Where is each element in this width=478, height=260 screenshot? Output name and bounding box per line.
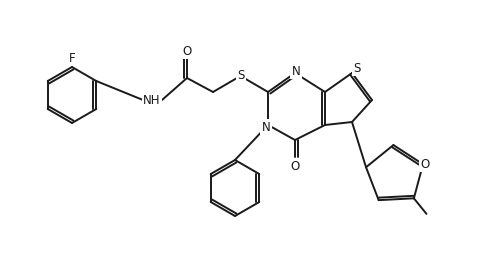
Text: O: O <box>183 44 192 57</box>
Text: N: N <box>292 64 300 77</box>
Text: NH: NH <box>143 94 161 107</box>
Text: F: F <box>69 51 76 64</box>
Text: O: O <box>290 159 300 172</box>
Text: S: S <box>237 68 245 81</box>
Text: O: O <box>420 158 430 171</box>
Text: S: S <box>353 62 361 75</box>
Text: N: N <box>261 120 271 133</box>
